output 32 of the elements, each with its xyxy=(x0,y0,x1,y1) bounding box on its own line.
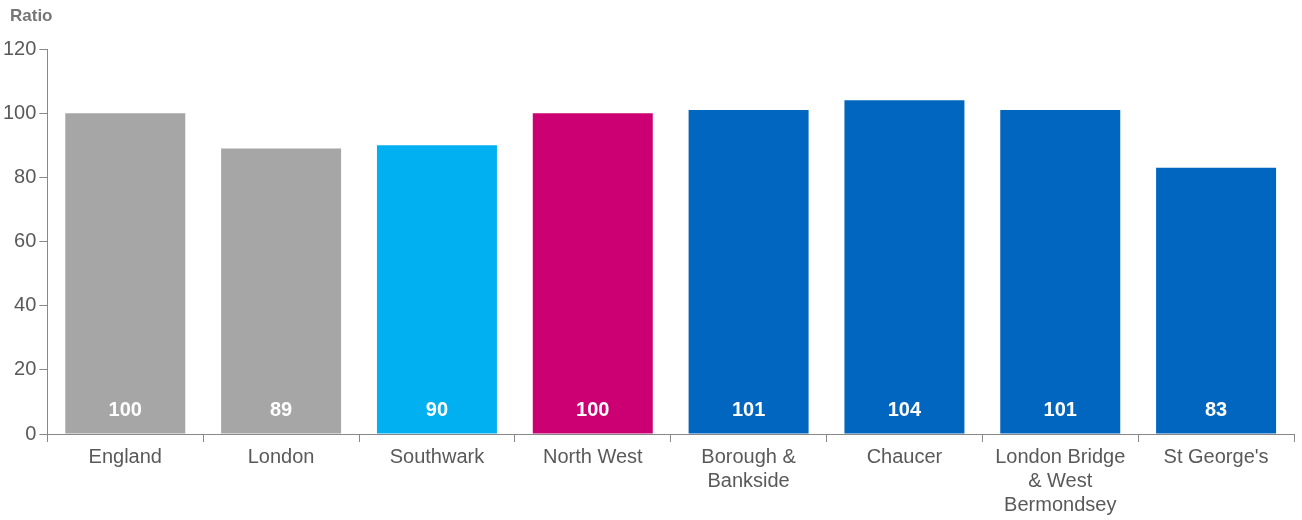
bar xyxy=(65,113,186,434)
x-tick-label: London xyxy=(247,444,315,467)
y-tick-label: 120 xyxy=(2,36,37,59)
data-label: 101 xyxy=(731,397,766,420)
x-tick-label: North West xyxy=(542,444,644,467)
bar xyxy=(688,109,809,434)
bar xyxy=(844,100,965,434)
x-tick-label: England xyxy=(88,444,162,467)
x-tick-label: Chaucer xyxy=(866,444,943,467)
y-axis-title: Ratio xyxy=(10,6,53,26)
y-tick-label: 0 xyxy=(25,421,37,444)
data-label: 90 xyxy=(425,397,449,420)
y-tick-label: 80 xyxy=(14,164,37,187)
data-label: 100 xyxy=(108,397,142,420)
y-tick-label: 20 xyxy=(14,357,37,380)
data-label: 89 xyxy=(269,397,293,420)
bar xyxy=(532,113,653,434)
bar xyxy=(376,145,497,434)
y-tick-label: 60 xyxy=(14,229,37,252)
data-label: 83 xyxy=(1204,397,1228,420)
x-tick-label: Southwark xyxy=(389,444,486,467)
data-label: 101 xyxy=(1043,397,1077,420)
x-tick-label: Borough & Bankside xyxy=(701,444,797,491)
y-tick-label: 40 xyxy=(14,293,37,316)
x-tick-label: St George's xyxy=(1163,444,1269,467)
bar xyxy=(1156,167,1277,434)
data-label: 100 xyxy=(576,397,610,420)
x-tick-label: London Bridge & West Bermondsey xyxy=(995,444,1126,515)
bar xyxy=(221,148,342,434)
bar xyxy=(1000,109,1121,434)
y-tick-label: 100 xyxy=(2,100,37,123)
data-label: 104 xyxy=(887,397,922,420)
